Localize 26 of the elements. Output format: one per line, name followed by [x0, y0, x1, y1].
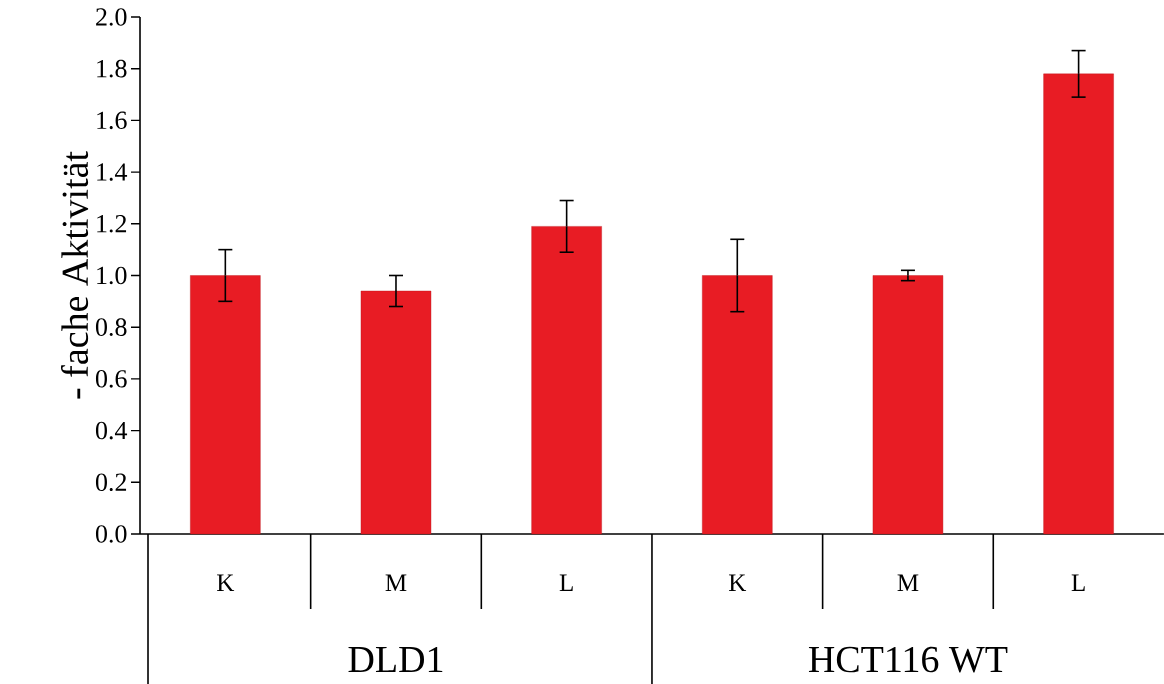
bar [360, 290, 432, 535]
x-tick-label: K [728, 574, 747, 591]
y-tick-label: 1.8 [97, 59, 127, 78]
x-tick-label: M [897, 574, 919, 591]
bar [872, 275, 944, 535]
bar [702, 275, 773, 535]
bar [190, 275, 261, 535]
y-axis-title: - fache Aktivität [60, 151, 89, 399]
x-tick-label: L [559, 574, 573, 591]
text: HCT116 WT [808, 646, 1008, 673]
y-tick-label: 0.0 [95, 525, 127, 543]
y-tick-label: 0.2 [95, 473, 127, 492]
x-tick-label: K [217, 574, 235, 591]
y-tick-label: 0.8 [95, 318, 127, 337]
x-tick-label: L [1071, 574, 1085, 591]
y-tick-label: 1.2 [97, 214, 127, 233]
y-tick-label: 2.0 [96, 8, 127, 26]
y-tick-label: 1.6 [97, 111, 127, 130]
y-tick-label: 1.0 [97, 266, 127, 285]
y-tick-label: 0.6 [95, 370, 127, 388]
x-tick-label: M [385, 574, 407, 591]
bar [531, 226, 602, 535]
text: DLD1 [348, 646, 443, 673]
y-tick-label: 0.4 [95, 421, 128, 440]
y-tick-label: 1.4 [97, 163, 128, 181]
bar [1043, 73, 1114, 535]
